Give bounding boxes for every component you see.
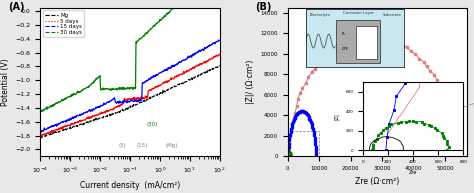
Legend: Mg, 5 days, 15 days, 30 days: Mg, 5 days, 15 days, 30 days [43,10,84,37]
X-axis label: Current density  (mA/cm²): Current density (mA/cm²) [80,181,180,190]
Text: (B): (B) [255,2,272,12]
Y-axis label: Potential (V): Potential (V) [1,58,10,106]
Bar [288,131,319,156]
Y-axis label: |Z|/ (Ω·cm²): |Z|/ (Ω·cm²) [246,60,255,104]
Text: (Mg): (Mg) [165,143,177,148]
X-axis label: Zre (Ω·cm²): Zre (Ω·cm²) [355,177,400,186]
Text: (15): (15) [136,143,147,148]
Text: (5): (5) [118,143,126,148]
Text: (A): (A) [8,2,25,12]
Text: (30): (30) [146,122,157,127]
